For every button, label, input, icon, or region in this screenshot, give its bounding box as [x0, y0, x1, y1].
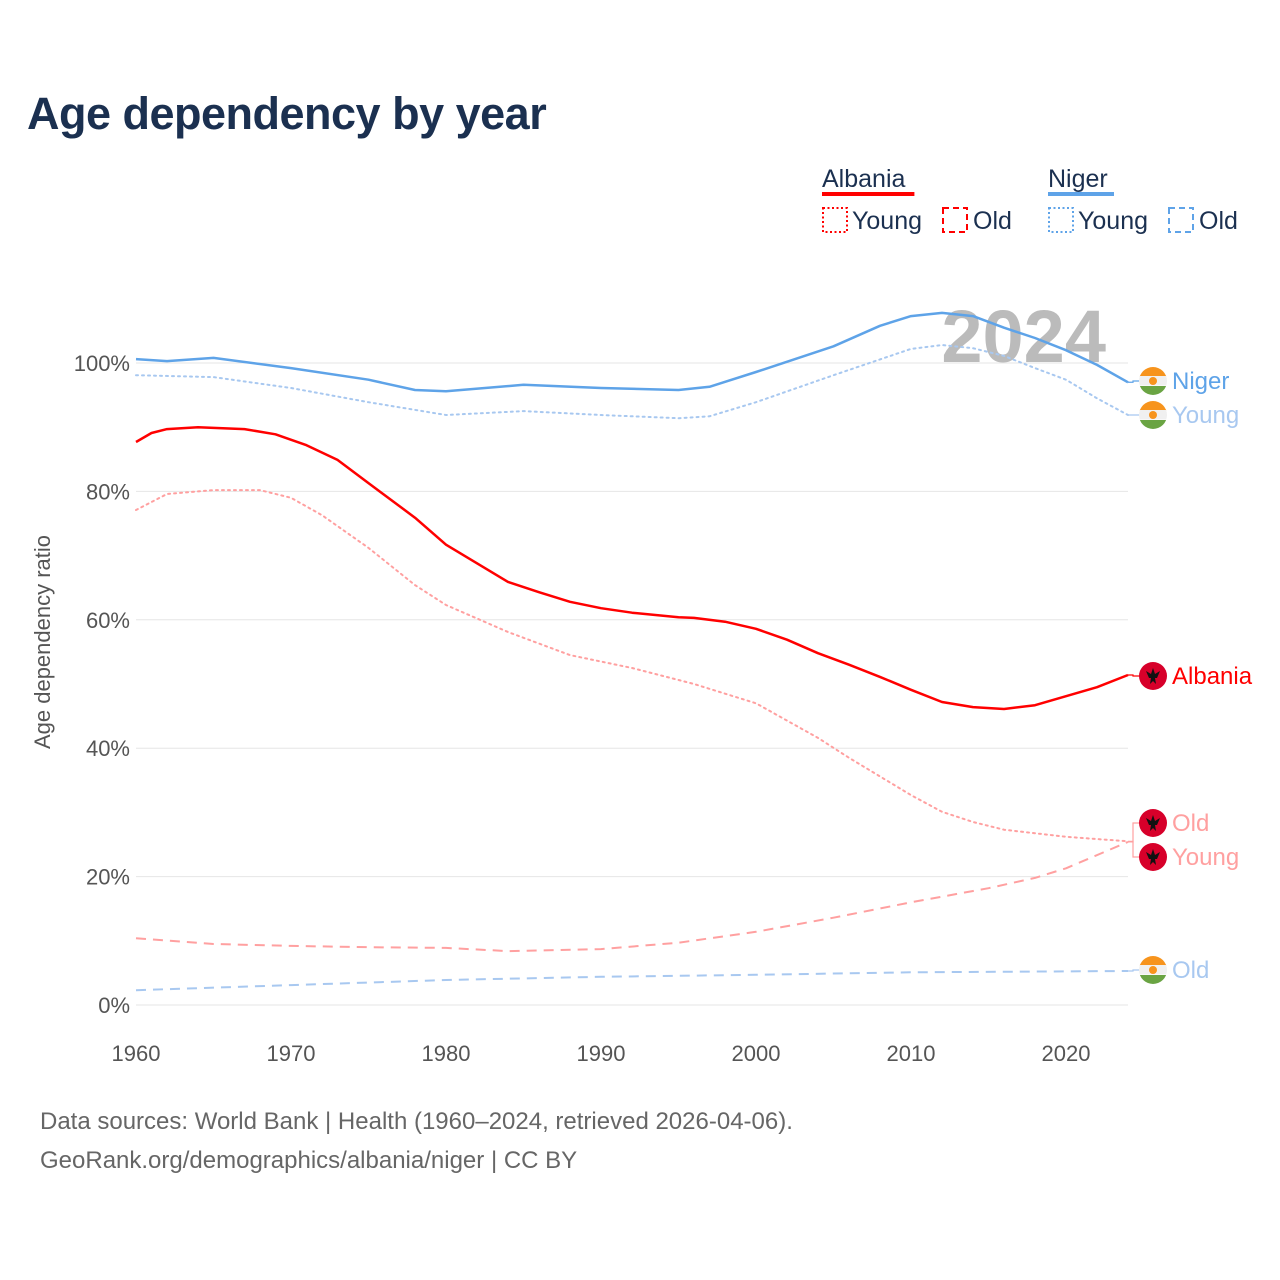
legend-heading-niger: Niger: [1048, 165, 1108, 193]
x-tick-label: 2000: [732, 1041, 781, 1066]
y-tick-label: 60%: [86, 608, 130, 633]
niger-flag-icon: [1139, 401, 1167, 429]
legend-swatch-line: [1048, 192, 1114, 196]
legend-swatch-old: [942, 207, 968, 233]
label-connector: [1128, 674, 1140, 677]
end-label: Old: [1172, 957, 1209, 984]
niger-flag-icon: [1139, 956, 1167, 984]
legend-swatch-line: [822, 192, 915, 196]
series-line-niger: [135, 311, 1129, 393]
x-tick-label: 1980: [422, 1041, 471, 1066]
eagle-icon: [1146, 815, 1160, 831]
end-label: Niger: [1172, 368, 1229, 395]
label-connector: [1128, 969, 1140, 972]
legend-swatch-young: [1048, 207, 1074, 233]
legend-item-old: Old: [973, 207, 1012, 235]
x-tick-label: 1960: [112, 1041, 161, 1066]
end-label: Young: [1172, 402, 1239, 429]
label-connector: [1128, 380, 1140, 383]
y-tick-label: 100%: [74, 351, 130, 376]
y-axis-label: Age dependency ratio: [30, 535, 55, 749]
y-tick-label: 0%: [98, 993, 130, 1018]
year-watermark: 2024: [941, 295, 1106, 378]
source-line: Data sources: World Bank | Health (1960–…: [40, 1108, 793, 1135]
label-connector: [1128, 840, 1140, 858]
y-tick-label: 20%: [86, 865, 130, 890]
series-line-albania-old: [135, 840, 1129, 953]
eagle-icon: [1146, 668, 1160, 684]
legend-swatch-old: [1168, 207, 1194, 233]
legend-heading-albania: Albania: [822, 165, 905, 193]
legend-item-young: Young: [1078, 207, 1148, 235]
x-tick-label: 2010: [887, 1041, 936, 1066]
chart-title: Age dependency by year: [27, 88, 547, 139]
series-line-albania: [135, 425, 1129, 711]
series-line-albania-young: [135, 489, 1129, 843]
legend-item-young: Young: [852, 207, 922, 235]
legend-swatch-young: [822, 207, 848, 233]
label-connector: [1128, 822, 1140, 843]
end-label: Young: [1172, 844, 1239, 871]
niger-flag-icon: [1139, 367, 1167, 395]
x-tick-label: 1990: [577, 1041, 626, 1066]
y-tick-label: 80%: [86, 479, 130, 504]
series-line-niger-old: [135, 970, 1129, 992]
legend-item-old: Old: [1199, 207, 1238, 235]
x-tick-label: 2020: [1042, 1041, 1091, 1066]
series-line-niger-young: [135, 344, 1129, 420]
end-label: Old: [1172, 810, 1209, 837]
end-label: Albania: [1172, 663, 1253, 690]
eagle-icon: [1146, 849, 1160, 865]
source-url-line[interactable]: GeoRank.org/demographics/albania/niger |…: [40, 1147, 578, 1174]
x-tick-label: 1970: [267, 1041, 316, 1066]
y-tick-label: 40%: [86, 736, 130, 761]
